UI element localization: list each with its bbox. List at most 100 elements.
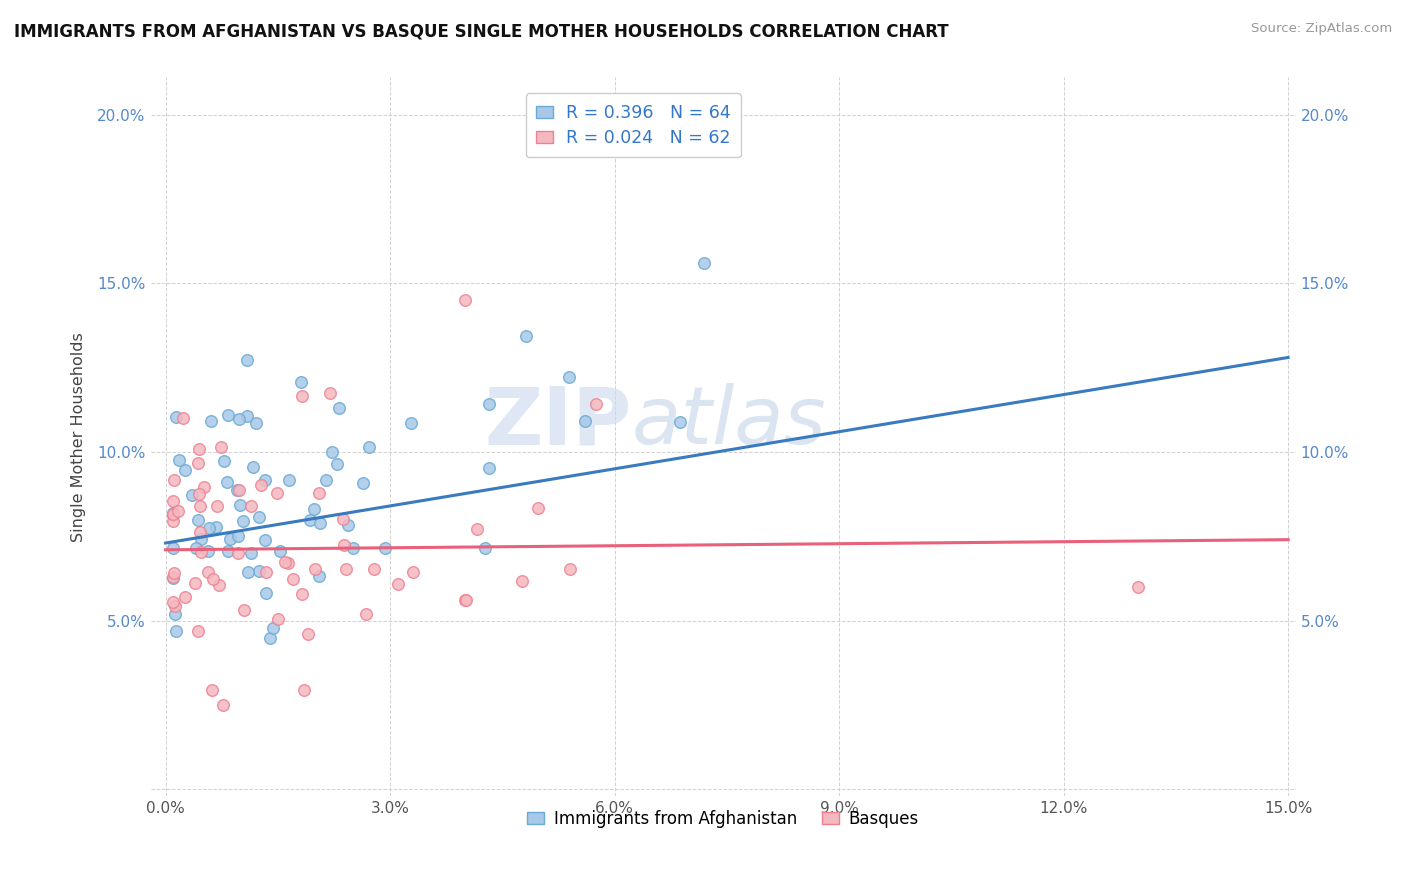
Point — [515, 329, 537, 343]
Point — [319, 386, 342, 401]
Point — [232, 514, 254, 528]
Point — [249, 478, 271, 492]
Point — [266, 486, 288, 500]
Point — [242, 459, 264, 474]
Point — [226, 483, 249, 497]
Point — [354, 607, 377, 621]
Point — [190, 533, 212, 547]
Point — [254, 566, 277, 580]
Point — [247, 510, 270, 524]
Point — [163, 566, 186, 581]
Point — [308, 568, 330, 582]
Point — [291, 587, 314, 601]
Point — [342, 541, 364, 556]
Point — [162, 569, 184, 583]
Point — [184, 576, 207, 591]
Point — [162, 493, 184, 508]
Point — [333, 539, 356, 553]
Point — [197, 566, 219, 580]
Point — [226, 546, 249, 560]
Point — [163, 599, 186, 613]
Point — [352, 476, 374, 491]
Point — [187, 456, 209, 470]
Point — [336, 518, 359, 533]
Point — [232, 603, 254, 617]
Point — [558, 369, 581, 384]
Point — [325, 457, 347, 471]
Point — [215, 475, 238, 489]
Point — [335, 562, 357, 576]
Point — [290, 375, 312, 389]
Point — [278, 473, 301, 487]
Point — [1128, 580, 1150, 594]
Point — [162, 541, 184, 556]
Point — [172, 411, 194, 425]
Point — [693, 256, 716, 270]
Point — [283, 572, 305, 586]
Point — [239, 499, 262, 513]
Point — [298, 513, 321, 527]
Point — [200, 414, 222, 428]
Point — [478, 397, 501, 411]
Point — [273, 555, 295, 569]
Point — [585, 397, 607, 411]
Point — [208, 578, 231, 592]
Point — [277, 557, 299, 571]
Point — [510, 574, 533, 589]
Point — [167, 453, 190, 467]
Point — [190, 525, 212, 540]
Point — [188, 442, 211, 456]
Point — [162, 594, 184, 608]
Point — [304, 562, 326, 576]
Point — [219, 532, 242, 546]
Point — [267, 612, 290, 626]
Point — [269, 543, 291, 558]
Point — [201, 683, 224, 698]
Point — [387, 576, 409, 591]
Point — [308, 486, 330, 500]
Point — [259, 631, 281, 645]
Point — [229, 498, 252, 512]
Point — [454, 293, 477, 307]
Point — [321, 445, 343, 459]
Point — [187, 513, 209, 527]
Point — [527, 500, 550, 515]
Point — [162, 506, 184, 520]
Point — [309, 516, 332, 531]
Point — [474, 541, 496, 555]
Y-axis label: Single Mother Households: Single Mother Households — [72, 332, 86, 541]
Point — [332, 512, 354, 526]
Point — [328, 401, 350, 415]
Point — [201, 573, 224, 587]
Point — [186, 541, 208, 555]
Point — [254, 533, 277, 547]
Point — [165, 410, 187, 425]
Point — [167, 504, 190, 518]
Point — [174, 590, 197, 604]
Point — [162, 508, 184, 522]
Point — [454, 592, 477, 607]
Point — [239, 546, 262, 560]
Point — [217, 544, 239, 558]
Point — [574, 414, 596, 428]
Point — [262, 621, 284, 635]
Point — [217, 408, 239, 422]
Point — [247, 564, 270, 578]
Point — [374, 541, 396, 555]
Point — [297, 627, 319, 641]
Point — [162, 473, 184, 487]
Point — [212, 453, 235, 467]
Point — [558, 562, 581, 576]
Point — [478, 460, 501, 475]
Legend: Immigrants from Afghanistan, Basques: Immigrants from Afghanistan, Basques — [520, 803, 925, 835]
Point — [187, 624, 209, 638]
Point — [162, 571, 184, 585]
Point — [205, 499, 228, 513]
Text: Source: ZipAtlas.com: Source: ZipAtlas.com — [1251, 22, 1392, 36]
Point — [359, 440, 381, 454]
Text: ZIP: ZIP — [484, 384, 631, 461]
Point — [399, 417, 422, 431]
Point — [188, 486, 211, 500]
Point — [292, 683, 315, 698]
Point — [315, 473, 337, 487]
